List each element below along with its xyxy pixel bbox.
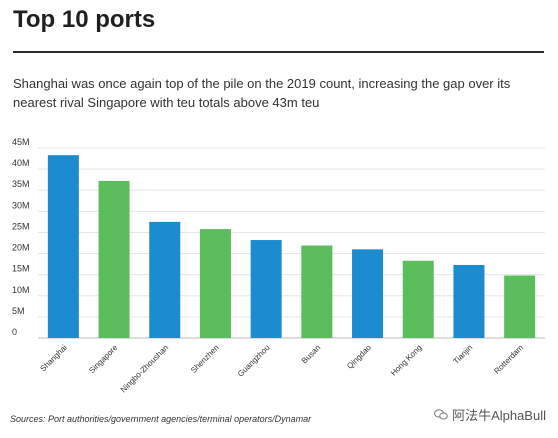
bar-chart: 0 5M 10M 15M 20M 25M 30M 35M 40M 45M Shanghai Sing… [12,137,545,395]
bar-qingdao [352,249,384,338]
bar-singapore [98,180,130,338]
x-tick-label: Busan [300,343,322,365]
title-divider [13,51,544,53]
chart-subtitle: Shanghai was once again top of the pile … [13,76,511,110]
source-note: Sources: Port authorities/government age… [10,414,312,424]
y-tick-label: 5M [12,306,25,316]
y-tick-label: 0 [12,327,17,337]
bar-guangzhou [250,240,282,338]
watermark-text: 阿法牛AlphaBull [452,408,546,423]
x-tick-label: Qingdao [345,343,373,371]
bar-ningbo-zhoushan [149,221,181,338]
y-tick-label: 35M [12,179,30,189]
watermark: 阿法牛AlphaBull [434,405,546,424]
bar-shenzhen [199,229,231,338]
bars [47,155,536,338]
bar-busan [301,245,333,338]
x-tick-label: Rotterdam [492,343,525,376]
x-axis-labels: Shanghai Singapore Ningbo-Zhoushan Shenzhen… [38,343,525,395]
chart-title: Top 10 ports [13,6,156,33]
y-tick-label: 10M [12,285,30,295]
bar-shanghai [47,155,79,338]
y-tick-label: 45M [12,137,30,147]
wechat-icon [434,409,448,420]
y-tick-label: 40M [12,158,30,168]
bar-tianjin [453,264,485,338]
y-tick-label: 25M [12,221,30,231]
x-tick-label: Ningbo-Zhoushan [119,343,170,394]
y-tick-label: 15M [12,264,30,274]
x-tick-label: Singapore [87,343,120,376]
y-tick-label: 20M [12,243,30,253]
x-tick-label: Shenzhen [189,343,221,375]
bar-hong-kong [402,260,434,338]
bar-rotterdam [504,275,536,338]
x-tick-label: Hong Kong [389,343,424,378]
x-tick-label: Tianjin [452,343,475,366]
y-tick-label: 30M [12,200,30,210]
x-tick-label: Guangzhou [236,343,272,379]
x-tick-label: Shanghai [38,343,68,373]
y-axis-ticks: 0 5M 10M 15M 20M 25M 30M 35M 40M 45M [12,137,30,337]
